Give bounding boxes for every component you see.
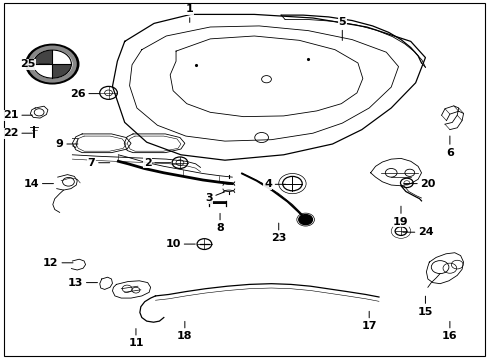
Circle shape bbox=[298, 215, 312, 225]
Text: 24: 24 bbox=[402, 227, 433, 237]
Text: 16: 16 bbox=[441, 321, 457, 341]
Text: 21: 21 bbox=[3, 110, 32, 120]
Wedge shape bbox=[33, 64, 52, 78]
Text: 10: 10 bbox=[165, 239, 195, 249]
Wedge shape bbox=[33, 50, 52, 64]
Wedge shape bbox=[52, 64, 71, 78]
Text: 18: 18 bbox=[177, 321, 192, 341]
Text: 23: 23 bbox=[270, 223, 286, 243]
Text: 8: 8 bbox=[216, 213, 224, 233]
Text: 17: 17 bbox=[361, 311, 376, 331]
Text: 12: 12 bbox=[43, 258, 73, 268]
Text: 25: 25 bbox=[20, 59, 49, 69]
Text: 4: 4 bbox=[264, 179, 285, 189]
Wedge shape bbox=[52, 50, 71, 64]
Text: 19: 19 bbox=[392, 206, 408, 227]
Text: 20: 20 bbox=[403, 179, 435, 189]
Text: 3: 3 bbox=[204, 192, 224, 203]
Text: 1: 1 bbox=[185, 4, 193, 22]
Text: 7: 7 bbox=[87, 158, 109, 168]
Circle shape bbox=[33, 50, 71, 78]
Text: 11: 11 bbox=[128, 329, 143, 348]
Text: 15: 15 bbox=[417, 296, 432, 317]
Text: 9: 9 bbox=[56, 139, 78, 149]
Text: 5: 5 bbox=[338, 17, 346, 40]
Text: 22: 22 bbox=[3, 128, 32, 138]
Text: 2: 2 bbox=[143, 158, 170, 168]
Text: 26: 26 bbox=[70, 89, 100, 99]
Text: 6: 6 bbox=[445, 136, 453, 158]
Text: 13: 13 bbox=[68, 278, 97, 288]
Text: 14: 14 bbox=[23, 179, 53, 189]
